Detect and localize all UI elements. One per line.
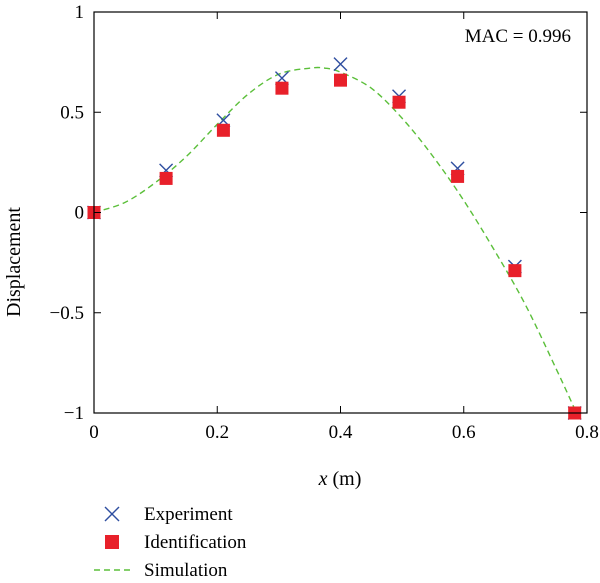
- y-tick-label: 0.5: [60, 102, 84, 123]
- x-tick-label: 0.2: [205, 422, 229, 443]
- identification-point: [508, 264, 522, 278]
- x-tick-label: 0.6: [452, 422, 476, 443]
- legend-experiment-marker: [104, 506, 120, 522]
- y-tick-label: 0: [75, 203, 85, 224]
- identification-point: [159, 171, 173, 185]
- x-tick-label: 0.4: [329, 422, 353, 443]
- identification-point: [334, 73, 347, 87]
- x-axis-label-var: x: [318, 468, 328, 490]
- legend-identification-marker: [105, 535, 119, 549]
- axes: 0 0.2 0.4 0.6 0.8 −1 −0.5 0 0.5 1: [50, 2, 599, 443]
- legend: Experiment Identification Simulation: [94, 504, 247, 581]
- x-mark-stroke: [333, 57, 348, 72]
- y-tick-label: 1: [75, 2, 85, 23]
- experiment-point: [333, 57, 348, 72]
- legend-label-experiment: Experiment: [144, 504, 233, 525]
- x-axis-label-unit: (m): [328, 468, 362, 490]
- identification-point: [275, 81, 289, 95]
- legend-label-simulation: Simulation: [144, 560, 228, 581]
- mac-annotation: MAC = 0.996: [465, 26, 571, 47]
- y-tick-label: −1: [64, 403, 84, 424]
- identification-point: [392, 95, 406, 109]
- y-tick-label: −0.5: [50, 303, 84, 324]
- x-tick-label: 0: [89, 422, 99, 443]
- plot-frame: [93, 11, 588, 414]
- x-tick-label: 0.8: [575, 422, 599, 443]
- identification-point: [216, 123, 230, 137]
- x-mark-stroke: [104, 506, 120, 522]
- legend-label-identification: Identification: [144, 532, 247, 553]
- y-axis-label: Displacement: [3, 207, 25, 317]
- x-axis-label: x (m): [318, 468, 362, 490]
- simulation-line: [93, 66, 576, 410]
- identification-point: [451, 169, 465, 183]
- plot-area: [87, 57, 582, 420]
